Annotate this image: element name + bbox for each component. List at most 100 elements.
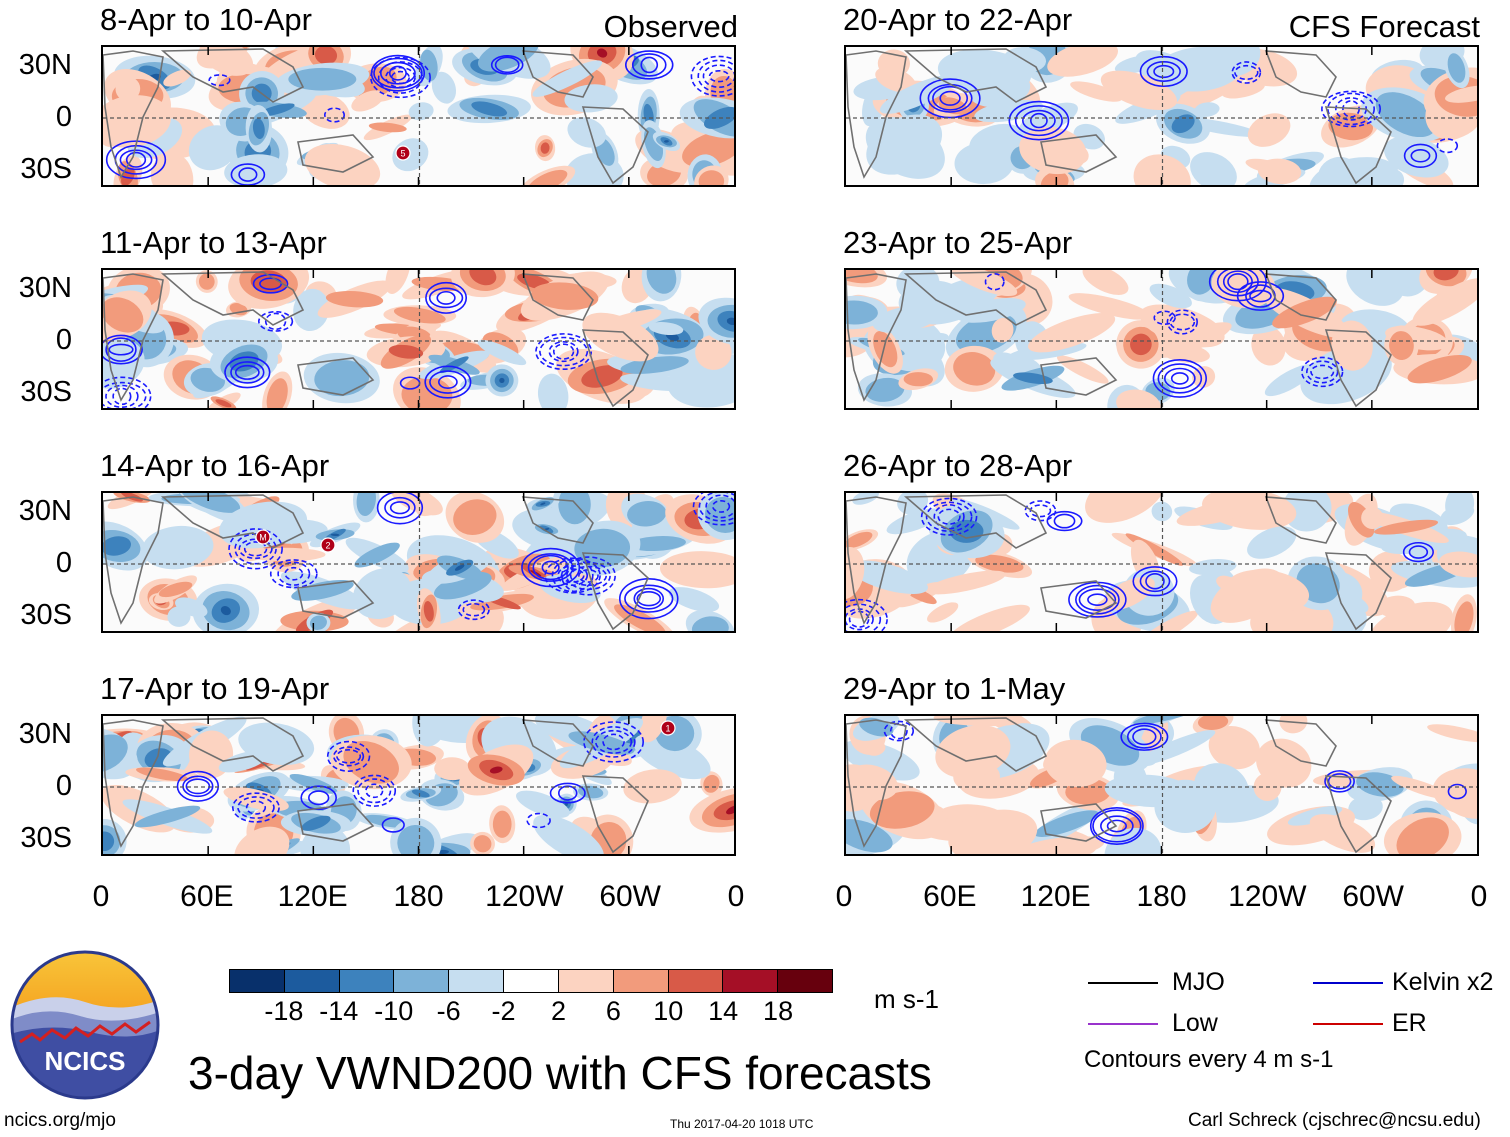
kelvin-contour [1170,372,1189,385]
coastline [846,50,907,179]
kelvin-contour [1152,358,1207,398]
kelvin-contour [238,538,273,560]
anomaly-shade [356,493,376,516]
anomaly-shade [364,814,407,828]
kelvin-contour [384,496,416,519]
anomaly-shade [1264,364,1316,397]
anomaly-shade [926,602,959,623]
anomaly-shade [664,140,669,143]
anomaly-shade [1040,171,1069,185]
map-panel-observed-2 [101,268,736,410]
anomaly-shade [1375,92,1437,138]
anomaly-shade [1100,70,1177,110]
anomaly-shade [1221,81,1265,99]
coastline [160,48,305,103]
map-field: 1 [103,716,734,854]
kelvin-contour [379,61,416,85]
anomaly-shade [648,322,684,336]
anomaly-shade [1034,810,1099,838]
anomaly-shade [288,67,357,91]
anomaly-shade [408,102,434,121]
anomaly-shade [974,99,1044,123]
legend-label-er: ER [1392,1009,1427,1037]
kelvin-contour [1231,61,1262,84]
panel-title: 26-Apr to 28-Apr [843,448,1073,483]
kelvin-contour [1327,773,1352,790]
anomaly-shade [1068,293,1152,320]
lon-label: 60W [599,880,661,913]
anomaly-shade [198,273,215,290]
anomaly-shade [1082,270,1129,295]
anomaly-shade [1445,85,1477,103]
kelvin-contour [1146,60,1181,82]
coastline [1324,106,1392,185]
kelvin-contour [1022,109,1056,132]
anomaly-shade [639,716,667,743]
kelvin-contour [1216,270,1259,297]
storm-marker-icon [255,529,271,545]
colorbar-swatch [557,970,613,992]
kelvin-contour [326,740,371,772]
coastline [581,106,649,185]
lon-label: 180 [393,880,444,913]
coastline [1264,496,1337,544]
anomaly-shade [1319,602,1367,631]
anomaly-shade [150,156,176,185]
lon-label: 0 [727,880,745,913]
kelvin-contour [388,65,407,81]
anomaly-shade [453,499,497,535]
kelvin-contour [182,775,214,798]
anomaly-shade [726,317,734,326]
anomaly-shade [385,270,411,294]
anomaly-shade [879,74,957,114]
anomaly-shade [1011,836,1105,854]
colorbar-swatch [230,970,284,992]
map-field [846,270,1477,408]
kelvin-contour [1046,510,1083,532]
kelvin-contour [428,287,464,309]
kelvin-contour [690,55,734,97]
anomaly-shade [873,331,898,368]
anomaly-shade [1114,55,1158,74]
anomaly-shade [1149,283,1192,309]
legend-label-low: Low [1172,1009,1218,1037]
kelvin-contour [237,796,275,819]
anomaly-shade [477,47,539,72]
anomaly-shade [158,581,193,598]
coastline [521,719,594,767]
anomaly-shade [540,142,550,154]
anomaly-shade [516,790,570,819]
kelvin-contour [939,90,961,106]
anomaly-shade [1176,497,1265,526]
coastline [1040,134,1118,173]
coastline [1040,580,1118,619]
kelvin-contour [919,78,981,119]
kelvin-contour [352,774,397,807]
anomaly-shade [935,725,1011,779]
colorbar-units: m s-1 [874,984,939,1014]
lat-label: 30S [20,599,72,631]
kelvin-contour [618,577,679,620]
kelvin-contour [429,370,467,394]
map-panel-observed-4: 1 [101,714,736,856]
storm-marker-label: M [259,533,267,543]
lon-label: 120W [1228,880,1307,913]
anomaly-shade [266,378,288,408]
anomaly-shade [330,533,340,537]
map-panel-forecast-2 [844,268,1479,410]
anomaly-shade [668,587,720,612]
kelvin-contour [365,783,384,799]
anomaly-shade [1186,51,1211,71]
anomaly-shade [1190,152,1237,185]
map-field [846,493,1477,631]
anomaly-shade [1272,296,1337,329]
kelvin-contour [373,57,423,89]
kelvin-contour [1327,92,1375,126]
kelvin-contour [238,167,258,182]
anomaly-shade [215,399,232,408]
anomaly-shade [103,339,145,389]
kelvin-contour [176,770,220,802]
anomaly-shade [1226,569,1310,614]
anomaly-shade [533,814,604,854]
kelvin-contour [1078,588,1117,611]
